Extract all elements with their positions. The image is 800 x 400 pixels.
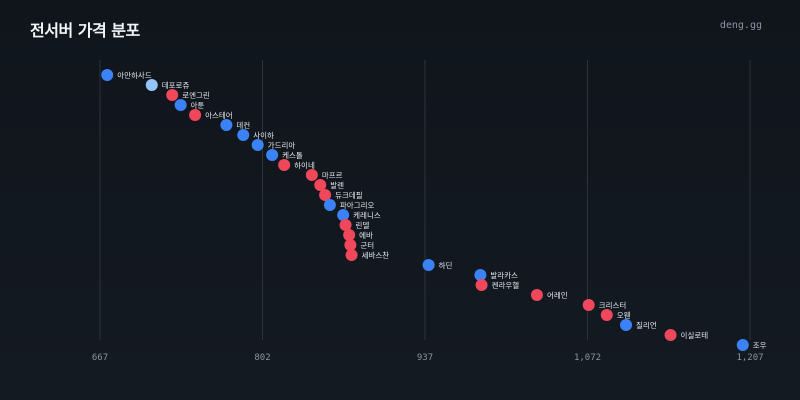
point-label: 하딘 bbox=[439, 260, 453, 270]
point-label: 마프르 bbox=[322, 171, 343, 180]
data-point[interactable]: 에바 bbox=[343, 229, 373, 241]
data-point[interactable]: 듀크데필 bbox=[319, 189, 363, 201]
point-label: 아툰 bbox=[191, 100, 205, 110]
point-marker bbox=[343, 229, 356, 241]
data-point[interactable]: 크리스터 bbox=[582, 299, 627, 311]
point-marker bbox=[237, 129, 250, 141]
data-point[interactable]: 마프르 bbox=[305, 169, 343, 181]
point-marker bbox=[145, 79, 158, 91]
point-marker bbox=[278, 159, 291, 171]
point-marker bbox=[314, 179, 327, 191]
point-marker bbox=[475, 279, 488, 291]
point-marker bbox=[323, 199, 336, 211]
point-marker bbox=[251, 139, 264, 151]
point-marker bbox=[305, 169, 318, 181]
point-marker bbox=[422, 259, 435, 271]
point-label: 하이네 bbox=[294, 160, 315, 170]
data-point[interactable]: 오웬 bbox=[600, 309, 631, 321]
point-marker bbox=[319, 189, 332, 201]
point-marker bbox=[582, 299, 595, 311]
point-label: 사이하 bbox=[253, 130, 274, 140]
x-tick-label: 802 bbox=[254, 353, 270, 363]
point-marker bbox=[174, 99, 187, 111]
brand-label: deng.gg bbox=[719, 20, 762, 31]
point-label: 케스톨 bbox=[282, 151, 303, 160]
point-label: 데컨 bbox=[236, 120, 250, 130]
point-label: 아만하사드 bbox=[117, 70, 152, 80]
x-tick-label: 667 bbox=[92, 353, 108, 363]
point-label: 군터 bbox=[360, 241, 374, 250]
point-label: 로엔그린 bbox=[182, 90, 210, 100]
point-label: 세바스찬 bbox=[362, 250, 390, 260]
x-tick-label: 1,207 bbox=[736, 353, 763, 363]
chart-title: 전서버 가격 분포 bbox=[30, 21, 140, 40]
data-point[interactable]: 발렌 bbox=[314, 179, 344, 191]
data-point[interactable]: 가드리아 bbox=[251, 139, 296, 151]
point-marker bbox=[345, 249, 358, 261]
point-marker bbox=[266, 149, 279, 161]
data-point[interactable]: 사이하 bbox=[237, 129, 274, 141]
point-marker bbox=[736, 339, 749, 351]
point-label: 어레인 bbox=[547, 290, 568, 300]
data-point[interactable]: 하딘 bbox=[422, 259, 453, 271]
grid-layer bbox=[99, 60, 751, 340]
point-label: 케레니스 bbox=[353, 211, 381, 220]
point-label: 조우 bbox=[753, 341, 767, 350]
data-point[interactable]: 하이네 bbox=[278, 159, 315, 171]
x-tick-label: 1,072 bbox=[574, 353, 601, 363]
data-point[interactable]: 조우 bbox=[736, 339, 767, 351]
point-marker bbox=[600, 309, 613, 321]
data-points: 아만하사드데포로쥬로엔그린아툰아스테어데컨사이하가드리아케스톨하이네마프르발렌듀… bbox=[101, 69, 767, 351]
point-label: 에바 bbox=[359, 230, 373, 240]
point-label: 켄라우헬 bbox=[492, 280, 520, 290]
point-label: 린델 bbox=[356, 220, 370, 230]
point-label: 질리언 bbox=[636, 320, 657, 330]
point-marker bbox=[337, 209, 350, 221]
data-point[interactable]: 데포로쥬 bbox=[145, 79, 190, 91]
data-point[interactable]: 이실로테 bbox=[664, 329, 709, 341]
data-point[interactable]: 데컨 bbox=[220, 119, 250, 131]
point-marker bbox=[620, 319, 633, 331]
data-point[interactable]: 질리언 bbox=[620, 319, 657, 331]
point-label: 아스테어 bbox=[205, 110, 233, 120]
data-point[interactable]: 케레니스 bbox=[337, 209, 381, 221]
data-point[interactable]: 린델 bbox=[339, 219, 370, 231]
point-marker bbox=[220, 119, 233, 131]
point-label: 발렌 bbox=[330, 180, 344, 190]
point-label: 크리스터 bbox=[599, 301, 627, 310]
point-marker bbox=[189, 109, 202, 121]
point-marker bbox=[344, 239, 357, 251]
point-label: 오웬 bbox=[617, 311, 631, 320]
data-point[interactable]: 어레인 bbox=[530, 289, 568, 301]
point-label: 발라카스 bbox=[490, 271, 518, 280]
point-marker bbox=[530, 289, 543, 301]
point-marker bbox=[474, 269, 487, 281]
point-label: 이실로테 bbox=[681, 330, 709, 340]
point-label: 가드리아 bbox=[268, 140, 296, 150]
data-point[interactable]: 아스테어 bbox=[189, 109, 233, 121]
data-point[interactable]: 아만하사드 bbox=[101, 69, 152, 81]
data-point[interactable]: 아툰 bbox=[174, 99, 205, 111]
point-label: 듀크데필 bbox=[335, 190, 363, 200]
data-point[interactable]: 군터 bbox=[344, 239, 374, 251]
data-point[interactable]: 켄라우헬 bbox=[475, 279, 520, 291]
point-marker bbox=[166, 89, 179, 101]
point-label: 데포로쥬 bbox=[162, 81, 190, 90]
x-tick-label: 937 bbox=[417, 353, 433, 363]
point-marker bbox=[664, 329, 677, 341]
data-point[interactable]: 로엔그린 bbox=[166, 89, 210, 101]
point-marker bbox=[339, 219, 352, 231]
x-tick-labels: 667 802 937 1,072 1,207 bbox=[92, 353, 764, 363]
point-label: 파아그리오 bbox=[340, 200, 375, 210]
point-marker bbox=[101, 69, 114, 81]
data-point[interactable]: 파아그리오 bbox=[323, 199, 375, 211]
data-point[interactable]: 세바스찬 bbox=[345, 249, 390, 261]
data-point[interactable]: 케스톨 bbox=[266, 149, 303, 161]
data-point[interactable]: 발라카스 bbox=[474, 269, 518, 281]
